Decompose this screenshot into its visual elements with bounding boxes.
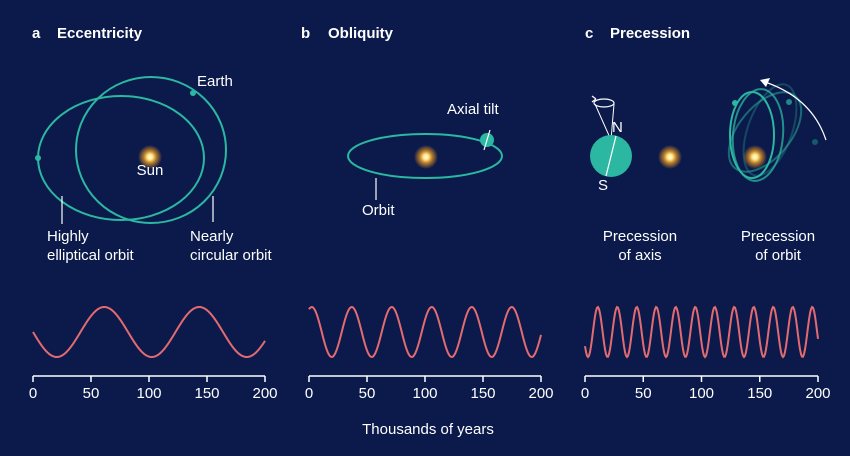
panel-title: Precession	[610, 25, 690, 42]
panel-title: Obliquity	[328, 25, 394, 42]
cycle-wave	[32, 305, 266, 359]
x-tick-label: 150	[194, 385, 219, 402]
x-tick-label: 50	[359, 385, 376, 402]
x-tick-label: 200	[528, 385, 553, 402]
orbit	[742, 83, 798, 177]
precession-label: of orbit	[755, 247, 802, 264]
earth-dot	[35, 155, 41, 161]
x-tick-label: 0	[305, 385, 313, 402]
south-label: S	[598, 177, 608, 194]
earth-dot	[190, 90, 196, 96]
panel-letter: a	[32, 25, 41, 42]
earth-dot	[786, 99, 792, 105]
circular-orbit	[75, 76, 227, 224]
sun	[138, 145, 162, 169]
sun-label: Sun	[137, 162, 164, 179]
orbit-label: Nearly	[190, 228, 234, 245]
earth-axis	[605, 135, 617, 177]
earth-label: Earth	[197, 73, 233, 90]
axis-label: Thousands of years	[362, 421, 494, 438]
earth-dot	[732, 100, 738, 106]
precession-arrow	[764, 81, 827, 141]
precession-cone	[610, 103, 615, 141]
x-tick-label: 100	[412, 385, 437, 402]
precession-label: Precession	[603, 228, 677, 245]
precession-label: of axis	[618, 247, 661, 264]
x-tick-label: 100	[136, 385, 161, 402]
x-tick-label: 200	[252, 385, 277, 402]
panel-letter: b	[301, 25, 310, 42]
x-tick-label: 0	[581, 385, 589, 402]
orbit-label: Highly	[47, 228, 89, 245]
orbit-label: elliptical orbit	[47, 247, 135, 264]
x-tick-label: 100	[689, 385, 714, 402]
north-label: N	[612, 119, 623, 136]
precession-arrow	[760, 78, 770, 87]
orbit	[727, 91, 803, 173]
precession-label: Precession	[741, 228, 815, 245]
orbit	[347, 133, 503, 179]
x-tick-label: 50	[635, 385, 652, 402]
sun	[414, 145, 438, 169]
tilt-axis	[483, 129, 491, 151]
panel-title: Eccentricity	[57, 25, 143, 42]
cycle-wave	[584, 305, 819, 359]
x-tick-label: 0	[29, 385, 37, 402]
x-tick-label: 150	[747, 385, 772, 402]
orbit-label: circular orbit	[190, 247, 273, 264]
precession-cone	[594, 103, 612, 141]
sun	[658, 145, 682, 169]
x-tick-label: 50	[83, 385, 100, 402]
orbit	[731, 88, 785, 182]
panel-letter: c	[585, 25, 593, 42]
precession-cone	[593, 98, 615, 108]
earth-dot	[812, 139, 818, 145]
x-tick-label: 200	[805, 385, 830, 402]
orbit	[729, 91, 775, 179]
sun	[743, 145, 767, 169]
precessing-orbits	[727, 83, 818, 182]
rotation-arrow	[591, 95, 597, 103]
tilt-label: Axial tilt	[447, 101, 500, 118]
x-tick-label: 150	[470, 385, 495, 402]
cycle-wave	[308, 305, 542, 359]
orbit-label: Orbit	[362, 202, 395, 219]
